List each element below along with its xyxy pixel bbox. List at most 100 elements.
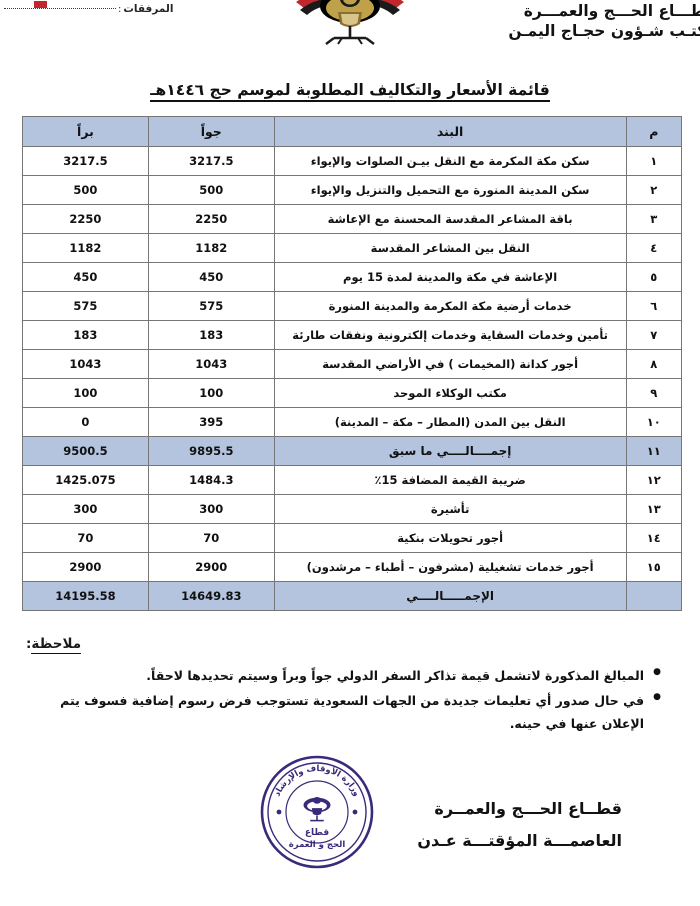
document-footer: وزارة الأوقاف والإرشاد قطاع الحج و العمر… xyxy=(0,753,700,893)
cell-number: ٨ xyxy=(625,349,683,379)
cell-air-price: 9895.5 xyxy=(147,436,275,466)
organization-line-1: قطـــاع الحـــج والعمـــرة xyxy=(523,2,700,20)
table-row: الإجمـــــالــــي 14649.83 14195.58 xyxy=(22,581,683,611)
page-title-text: قائمة الأسعار والتكاليف المطلوبة لموسم ح… xyxy=(150,81,550,102)
cell-item: الإعاشة في مكة والمدينة لمدة 15 يوم xyxy=(273,262,627,292)
cell-number: ٤ xyxy=(625,233,683,263)
table-row: ٢ سكن المدينة المنورة مع التحميل والتنزيل… xyxy=(22,175,683,205)
cell-land-price: 0 xyxy=(22,407,149,437)
organization-line-2: مكتـب شـؤون حجـاج اليمـن xyxy=(508,22,700,41)
official-ministry-seal-icon: وزارة الأوقاف والإرشاد قطاع الحج و العمر… xyxy=(258,753,376,871)
cell-air-price: 1484.3 xyxy=(147,465,275,495)
footer-line-2: العاصمـــة المؤقتـــة عـدن xyxy=(417,830,622,850)
footer-line-1: قطــاع الحـــج والعمــرة xyxy=(434,799,622,819)
red-marker-icon xyxy=(34,0,47,8)
cell-item: تأشيرة xyxy=(273,494,627,524)
table-row: ٧ تأمين وخدمات السقاية وخدمات إلكترونية و… xyxy=(22,320,683,350)
document-header: المرفقات : xyxy=(0,0,700,58)
column-header-land: براً xyxy=(22,116,149,147)
cell-item: تأمين وخدمات السقاية وخدمات إلكترونية ون… xyxy=(273,320,627,350)
table-row: ١ سكن مكة المكرمة مع النقل بيـن الصلوات و… xyxy=(22,146,683,176)
cell-land-price: 1182 xyxy=(22,233,149,263)
page-title: قائمة الأسعار والتكاليف المطلوبة لموسم ح… xyxy=(0,80,700,102)
cell-item: أجور خدمات تشغيلية (مشرفون – أطباء – مرش… xyxy=(273,552,627,582)
cell-land-price: 450 xyxy=(22,262,149,292)
svg-text:قطاع: قطاع xyxy=(305,828,329,838)
cell-number: ٩ xyxy=(625,378,683,408)
cell-item: باقة المشاعر المقدسة المحسنة مع الإعاشة xyxy=(273,204,627,234)
cell-number: ٥ xyxy=(625,262,683,292)
price-table-container: م البند جواً براً ١ سكن مكة المكرمة مع ال… xyxy=(22,116,683,611)
cell-land-price: 2250 xyxy=(22,204,149,234)
cell-number: ٢ xyxy=(625,175,683,205)
cell-land-price: 500 xyxy=(22,175,149,205)
cell-air-price: 395 xyxy=(147,407,275,437)
table-row: ١٢ ضريبة القيمة المضافة 15٪ 1484.3 1425.075 xyxy=(22,465,683,495)
column-header-item: البند xyxy=(273,116,627,147)
cell-land-price: 575 xyxy=(22,291,149,321)
attachments-note: المرفقات : xyxy=(4,0,174,15)
table-row: ٤ النقل بين المشاعر المقدسة 1182 1182 xyxy=(22,233,683,263)
cell-land-price: 300 xyxy=(22,494,149,524)
cell-land-price: 100 xyxy=(22,378,149,408)
cell-air-price: 14649.83 xyxy=(147,581,275,611)
cell-item: النقل بين المشاعر المقدسة xyxy=(273,233,627,263)
cell-number: ١ xyxy=(625,146,683,176)
table-row: ١١ إجمــــالــــي ما سبق 9895.5 9500.5 xyxy=(22,436,683,466)
cell-number: ١١ xyxy=(625,436,683,466)
attachments-separator: : xyxy=(118,3,122,15)
table-row: ٥ الإعاشة في مكة والمدينة لمدة 15 يوم 450 4… xyxy=(22,262,683,292)
yemen-republic-emblem-icon xyxy=(290,0,410,48)
cell-land-price: 14195.58 xyxy=(22,581,149,611)
notes-title: ملاحظة: xyxy=(22,633,678,654)
cell-air-price: 3217.5 xyxy=(147,146,275,176)
notes-list: المبالغ المذكورة لاتشمل قيمة تذاكر السفر… xyxy=(22,664,678,735)
cell-air-price: 70 xyxy=(147,523,275,553)
cell-item: ضريبة القيمة المضافة 15٪ xyxy=(273,465,627,495)
cell-item: مكتب الوكلاء الموحد xyxy=(273,378,627,408)
cell-number: ١٠ xyxy=(625,407,683,437)
note-item: المبالغ المذكورة لاتشمل قيمة تذاكر السفر… xyxy=(30,664,661,687)
cell-number: ٦ xyxy=(625,291,683,321)
cell-item: الإجمـــــالــــي xyxy=(273,581,627,611)
table-row: ١٣ تأشيرة 300 300 xyxy=(22,494,683,524)
cell-item: سكن المدينة المنورة مع التحميل والتنزيل … xyxy=(273,175,627,205)
cell-air-price: 500 xyxy=(147,175,275,205)
notes-section: ملاحظة: المبالغ المذكورة لاتشمل قيمة تذا… xyxy=(22,633,678,735)
cell-air-price: 300 xyxy=(147,494,275,524)
cell-land-price: 70 xyxy=(22,523,149,553)
notes-title-text: ملاحظة xyxy=(31,636,82,654)
cell-air-price: 183 xyxy=(147,320,275,350)
table-row: ١٤ أجور تحويلات بنكية 70 70 xyxy=(22,523,683,553)
cell-number: ١٣ xyxy=(625,494,683,524)
attachments-label: المرفقات xyxy=(123,3,174,15)
cell-land-price: 9500.5 xyxy=(22,436,149,466)
price-table: م البند جواً براً ١ سكن مكة المكرمة مع ال… xyxy=(22,116,683,611)
cell-air-price: 100 xyxy=(147,378,275,408)
attachments-dotted-line xyxy=(4,0,116,9)
cell-number: ١٥ xyxy=(625,552,683,582)
cell-land-price: 1425.075 xyxy=(22,465,149,495)
cell-item: أجور تحويلات بنكية xyxy=(273,523,627,553)
note-item: في حال صدور أي تعليمات جديدة من الجهات ا… xyxy=(30,689,661,735)
notes-title-colon: : xyxy=(26,636,32,652)
column-header-num: م xyxy=(625,116,683,147)
table-row: ٨ أجور كدانة (المخيمات ) في الأراضي المقد… xyxy=(22,349,683,379)
cell-air-price: 450 xyxy=(147,262,275,292)
cell-item: أجور كدانة (المخيمات ) في الأراضي المقدس… xyxy=(273,349,627,379)
table-row: ١٥ أجور خدمات تشغيلية (مشرفون – أطباء – م… xyxy=(22,552,683,582)
cell-air-price: 2250 xyxy=(147,204,275,234)
cell-land-price: 1043 xyxy=(22,349,149,379)
cell-number: ١٤ xyxy=(625,523,683,553)
table-row: ١٠ النقل بين المدن (المطار – مكة – المدين… xyxy=(22,407,683,437)
cell-air-price: 575 xyxy=(147,291,275,321)
table-body: ١ سكن مكة المكرمة مع النقل بيـن الصلوات و… xyxy=(22,146,683,611)
cell-item: النقل بين المدن (المطار – مكة – المدينة) xyxy=(273,407,627,437)
table-row: ٩ مكتب الوكلاء الموحد 100 100 xyxy=(22,378,683,408)
organization-heading: قطـــاع الحـــج والعمـــرة مكتـب شـؤون ح… xyxy=(448,1,700,42)
table-row: ٦ خدمات أرضية مكة المكرمة والمدينة المنور… xyxy=(22,291,683,321)
svg-text:الحج و العمرة: الحج و العمرة xyxy=(289,840,346,850)
cell-land-price: 3217.5 xyxy=(22,146,149,176)
footer-signature: قطــاع الحـــج والعمــرة العاصمـــة المؤ… xyxy=(417,793,622,855)
cell-number: ٧ xyxy=(625,320,683,350)
